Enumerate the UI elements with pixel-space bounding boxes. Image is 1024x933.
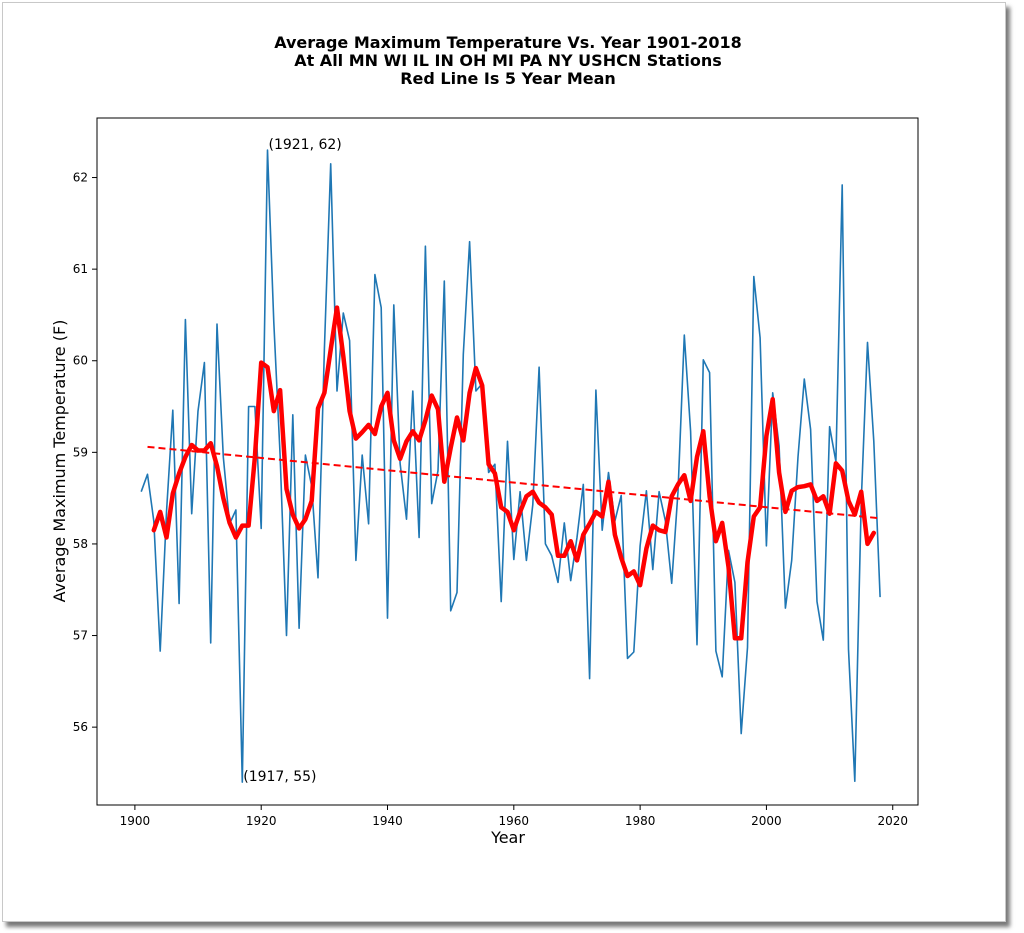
y-axis-label: Average Maximum Temperature (F) [50, 320, 69, 603]
x-tick-label: 1960 [499, 814, 530, 828]
annotation-label: (1921, 62) [269, 137, 342, 153]
x-tick-label: 2020 [877, 814, 908, 828]
x-tick-label: 2000 [751, 814, 782, 828]
chart-title: Average Maximum Temperature Vs. Year 190… [274, 33, 742, 88]
x-tick-label: 1980 [625, 814, 656, 828]
y-tick-label: 61 [73, 262, 88, 276]
y-tick-label: 60 [73, 354, 88, 368]
plot-series [140, 149, 881, 783]
x-tick-label: 1900 [120, 814, 151, 828]
x-tick-label: 1940 [372, 814, 403, 828]
annotations: (1921, 62) (1917, 55) [243, 137, 342, 785]
title-line-3: Red Line Is 5 Year Mean [400, 69, 616, 88]
five-year-mean-line [151, 305, 877, 641]
title-line-1: Average Maximum Temperature Vs. Year 190… [274, 33, 742, 52]
annual-temperature-line [140, 149, 881, 783]
annotation-label: (1917, 55) [243, 769, 316, 785]
y-tick-label: 59 [73, 445, 88, 459]
y-tick-label: 57 [73, 629, 88, 643]
x-axis-ticks: 1900 1920 1940 1960 1980 2000 2020 [120, 805, 908, 828]
y-tick-label: 58 [73, 537, 88, 551]
y-tick-label: 56 [73, 720, 88, 734]
y-tick-label: 62 [73, 171, 88, 185]
title-line-2: At All MN WI IL IN OH MI PA NY USHCN Sta… [294, 51, 722, 70]
y-axis-ticks: 56 57 58 59 60 61 62 [73, 171, 97, 734]
x-axis-label: Year [490, 828, 525, 847]
x-tick-label: 1920 [246, 814, 277, 828]
plot-area-border [96, 117, 919, 806]
trend-line [147, 445, 881, 520]
